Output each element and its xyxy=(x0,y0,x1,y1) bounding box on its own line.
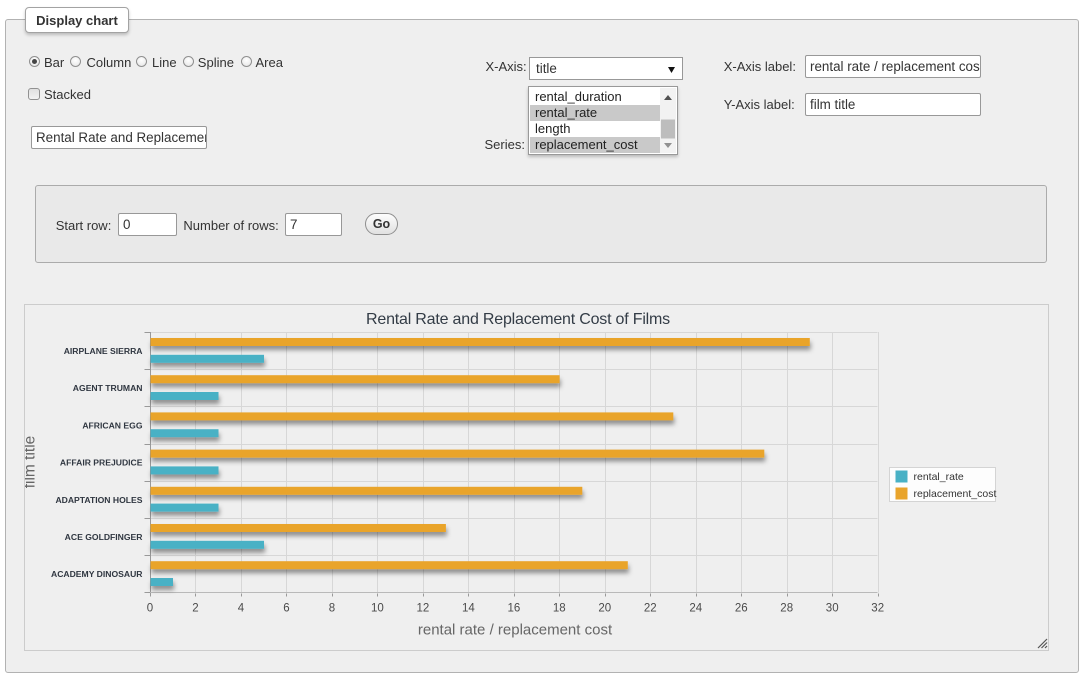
svg-text:film title: film title xyxy=(25,436,39,489)
svg-text:32: 32 xyxy=(871,603,884,615)
svg-text:replacement_cost: replacement_cost xyxy=(914,488,997,500)
svg-text:28: 28 xyxy=(780,603,793,615)
svg-text:AFFAIR PREJUDICE: AFFAIR PREJUDICE xyxy=(60,458,143,468)
svg-text:12: 12 xyxy=(417,603,430,615)
svg-text:ADAPTATION HOLES: ADAPTATION HOLES xyxy=(55,495,142,505)
svg-text:6: 6 xyxy=(283,603,289,615)
svg-text:10: 10 xyxy=(371,603,384,615)
svg-text:ACADEMY DINOSAUR: ACADEMY DINOSAUR xyxy=(51,569,143,579)
svg-text:16: 16 xyxy=(508,603,521,615)
svg-text:18: 18 xyxy=(553,603,566,615)
svg-text:2: 2 xyxy=(192,603,198,615)
svg-text:rental rate / replacement cost: rental rate / replacement cost xyxy=(418,622,613,639)
svg-text:Rental Rate and Replacement Co: Rental Rate and Replacement Cost of Film… xyxy=(366,311,670,328)
svg-text:14: 14 xyxy=(462,603,475,615)
svg-text:rental_rate: rental_rate xyxy=(914,471,964,483)
svg-text:24: 24 xyxy=(689,603,702,615)
svg-text:AIRPLANE SIERRA: AIRPLANE SIERRA xyxy=(64,346,143,356)
svg-text:20: 20 xyxy=(598,603,611,615)
svg-text:AFRICAN EGG: AFRICAN EGG xyxy=(82,420,142,430)
svg-text:26: 26 xyxy=(735,603,748,615)
svg-text:4: 4 xyxy=(238,603,245,615)
svg-text:AGENT TRUMAN: AGENT TRUMAN xyxy=(73,383,143,393)
svg-text:30: 30 xyxy=(826,603,839,615)
svg-text:ACE GOLDFINGER: ACE GOLDFINGER xyxy=(65,532,144,542)
svg-text:0: 0 xyxy=(147,603,153,615)
svg-text:22: 22 xyxy=(644,603,657,615)
svg-text:8: 8 xyxy=(329,603,335,615)
